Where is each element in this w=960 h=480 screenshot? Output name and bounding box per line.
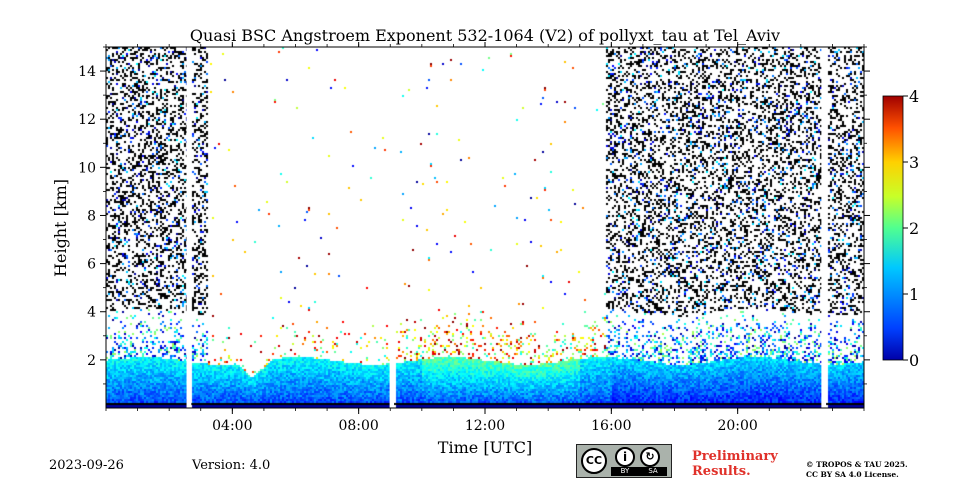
copyright-line-2: CC BY SA 4.0 License. xyxy=(806,470,899,479)
version-label: Version: 4.0 xyxy=(192,458,271,473)
y-tick-label: 14 xyxy=(78,64,96,80)
y-axis-label: Height [km] xyxy=(51,179,70,277)
colorbar-axis: 0 1 2 3 4 xyxy=(903,87,919,370)
y-tick-label: 8 xyxy=(87,208,96,224)
sa-icon: ↻ xyxy=(640,447,660,467)
x-axis: 04:00 08:00 12:00 16:00 20:00 xyxy=(105,42,865,434)
date-label: 2023-09-26 xyxy=(49,458,124,473)
chart-title: Quasi BSC Angstroem Exponent 532-1064 (V… xyxy=(190,26,780,45)
y-tick-label: 12 xyxy=(78,112,96,128)
sa-label: SA xyxy=(639,467,667,476)
angstroem-heatmap-field xyxy=(106,47,864,408)
colorbar-tick-label: 1 xyxy=(909,285,919,304)
x-tick-label: 12:00 xyxy=(465,418,505,434)
data-gap-2 xyxy=(389,47,395,408)
copyright-note: © TROPOS & TAU 2025. CC BY SA 4.0 Licens… xyxy=(806,460,908,480)
colorbar-tick-label: 0 xyxy=(909,351,919,370)
cc-license-badge: CC i ↻ BY SA xyxy=(576,444,672,478)
y-tick-label: 6 xyxy=(87,257,96,273)
preliminary-note: Preliminary Results. xyxy=(692,449,778,479)
by-label: BY xyxy=(611,467,639,476)
data-gap-1 xyxy=(186,47,192,408)
colorbar xyxy=(882,95,904,361)
cc-icon: CC xyxy=(581,448,607,474)
preliminary-line-1: Preliminary xyxy=(692,449,778,464)
colorbar-tick-label: 2 xyxy=(909,219,919,238)
y-tick-label: 2 xyxy=(87,353,96,369)
copyright-line-1: © TROPOS & TAU 2025. xyxy=(806,460,908,469)
data-gap-3 xyxy=(821,47,827,408)
y-axis: 2 4 6 8 10 12 14 xyxy=(78,46,870,385)
x-axis-label: Time [UTC] xyxy=(438,438,532,457)
plot-area xyxy=(106,47,864,408)
x-tick-label: 20:00 xyxy=(717,418,757,434)
y-tick-label: 4 xyxy=(87,305,96,321)
colorbar-tick-label: 4 xyxy=(909,87,919,106)
y-tick-label: 10 xyxy=(78,160,96,176)
preliminary-line-2: Results. xyxy=(692,464,751,479)
colorbar-tick-label: 3 xyxy=(909,153,919,172)
x-tick-label: 08:00 xyxy=(338,418,378,434)
x-tick-label: 04:00 xyxy=(212,418,252,434)
by-icon: i xyxy=(615,447,635,467)
x-tick-label: 16:00 xyxy=(591,418,631,434)
